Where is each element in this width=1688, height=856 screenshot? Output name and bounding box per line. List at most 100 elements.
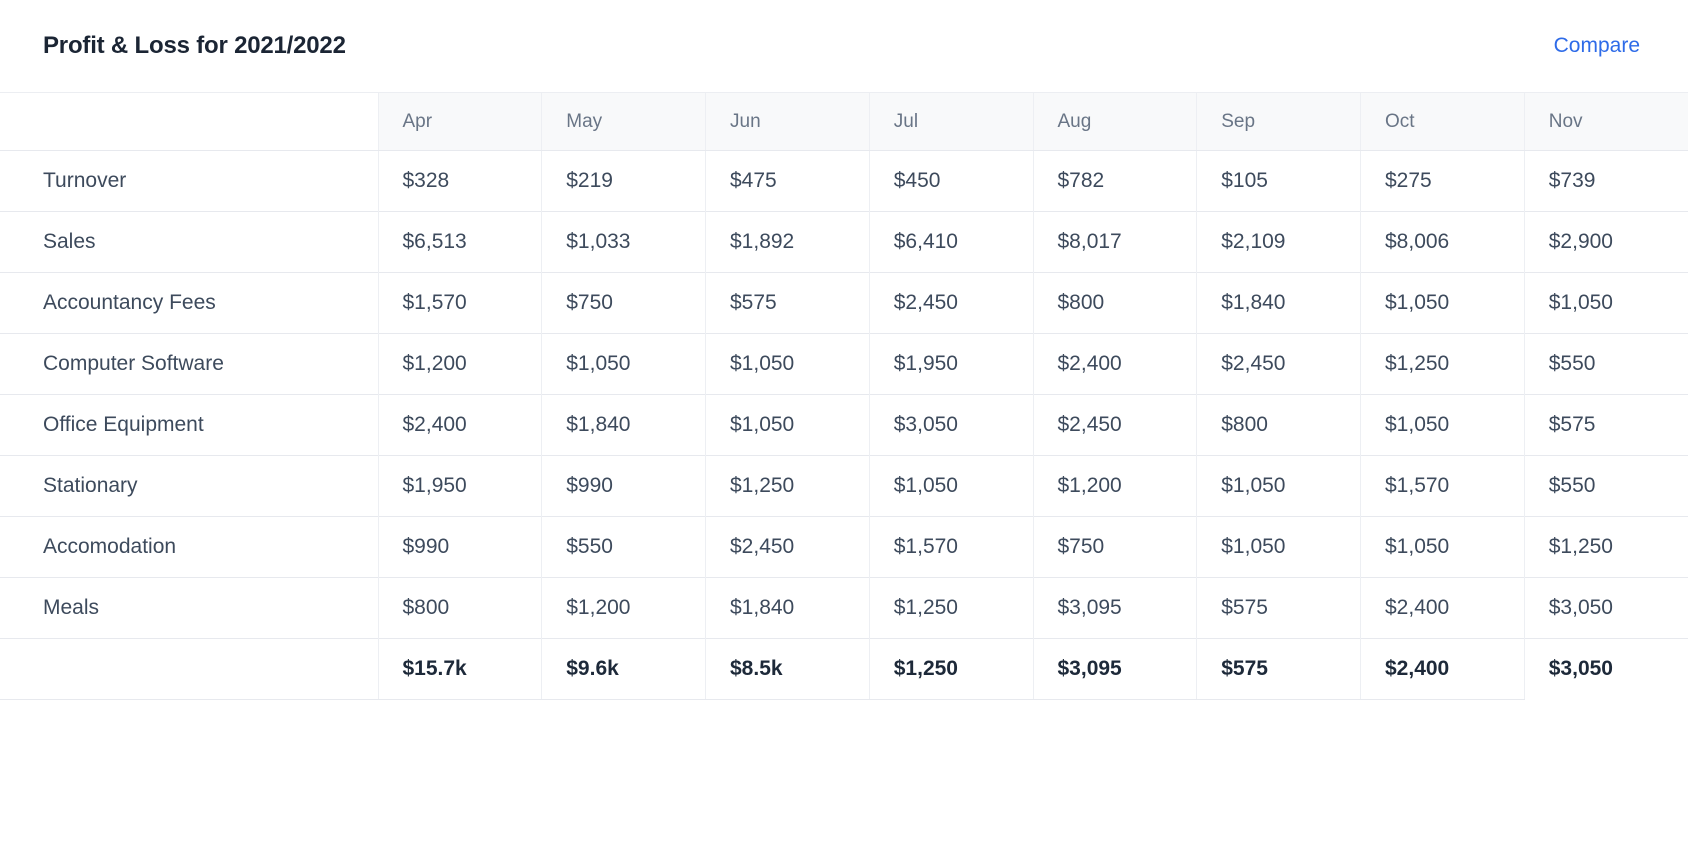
- row-label: Computer Software: [0, 333, 378, 395]
- month-header-may: May: [541, 92, 706, 151]
- cell-value: $990: [541, 455, 706, 517]
- cell-value: $1,050: [1196, 516, 1361, 578]
- cell-value: $2,450: [1196, 333, 1361, 395]
- cell-value: $1,570: [868, 516, 1033, 578]
- cell-value: $275: [1360, 150, 1525, 212]
- cell-value: $1,050: [868, 455, 1033, 517]
- row-label: Accountancy Fees: [0, 272, 378, 334]
- cell-value: $1,050: [1360, 394, 1525, 456]
- cell-value: $450: [868, 150, 1033, 212]
- cell-value: $1,050: [705, 394, 870, 456]
- cell-value: $750: [541, 272, 706, 334]
- cell-value: $105: [1196, 150, 1361, 212]
- cell-value: $2,450: [1032, 394, 1197, 456]
- cell-value: $1,840: [705, 577, 870, 639]
- cell-value: $1,033: [541, 211, 706, 273]
- cell-value: $2,450: [705, 516, 870, 578]
- row-label: Accomodation: [0, 516, 378, 578]
- totals-value: $3,050: [1523, 638, 1688, 700]
- cell-value: $1,250: [868, 577, 1033, 639]
- cell-value: $782: [1032, 150, 1197, 212]
- cell-value: $1,050: [1360, 516, 1525, 578]
- row-label: Office Equipment: [0, 394, 378, 456]
- cell-value: $1,200: [541, 577, 706, 639]
- month-header-oct: Oct: [1360, 92, 1525, 151]
- cell-value: $219: [541, 150, 706, 212]
- table-row-computer-software: Computer Software $1,200 $1,050 $1,050 $…: [0, 333, 1688, 395]
- page-header: Profit & Loss for 2021/2022 Compare: [0, 0, 1688, 92]
- row-label: Sales: [0, 211, 378, 273]
- cell-value: $550: [541, 516, 706, 578]
- table-row-accomodation: Accomodation $990 $550 $2,450 $1,570 $75…: [0, 516, 1688, 578]
- row-label-header-cell: [0, 92, 378, 151]
- compare-link[interactable]: Compare: [1553, 34, 1640, 57]
- table-row-sales: Sales $6,513 $1,033 $1,892 $6,410 $8,017…: [0, 211, 1688, 273]
- cell-value: $3,050: [1523, 577, 1688, 639]
- cell-value: $550: [1523, 333, 1688, 395]
- cell-value: $2,400: [377, 394, 542, 456]
- totals-value: $9.6k: [541, 638, 706, 700]
- cell-value: $1,570: [377, 272, 542, 334]
- cell-value: $575: [1523, 394, 1688, 456]
- table-row-totals: $15.7k $9.6k $8.5k $1,250 $3,095 $575 $2…: [0, 638, 1688, 700]
- table-row-stationary: Stationary $1,950 $990 $1,250 $1,050 $1,…: [0, 455, 1688, 517]
- cell-value: $800: [377, 577, 542, 639]
- table-row-office-equipment: Office Equipment $2,400 $1,840 $1,050 $3…: [0, 394, 1688, 456]
- cell-value: $3,050: [868, 394, 1033, 456]
- cell-value: $1,570: [1360, 455, 1525, 517]
- cell-value: $2,900: [1523, 211, 1688, 273]
- totals-label-cell: [0, 638, 378, 700]
- cell-value: $800: [1196, 394, 1361, 456]
- cell-value: $1,892: [705, 211, 870, 273]
- cell-value: $2,450: [868, 272, 1033, 334]
- month-header-apr: Apr: [377, 92, 542, 151]
- cell-value: $1,200: [1032, 455, 1197, 517]
- table-row-accountancy-fees: Accountancy Fees $1,570 $750 $575 $2,450…: [0, 272, 1688, 334]
- cell-value: $1,200: [377, 333, 542, 395]
- month-header-row: Apr May Jun Jul Aug Sep Oct Nov: [0, 92, 1688, 151]
- row-label: Meals: [0, 577, 378, 639]
- month-header-nov: Nov: [1523, 92, 1688, 151]
- cell-value: $575: [1196, 577, 1361, 639]
- month-header-jun: Jun: [705, 92, 870, 151]
- cell-value: $1,950: [377, 455, 542, 517]
- table-body: Turnover $328 $219 $475 $450 $782 $105 $…: [0, 150, 1688, 700]
- cell-value: $2,109: [1196, 211, 1361, 273]
- page-title: Profit & Loss for 2021/2022: [43, 32, 346, 59]
- totals-value: $2,400: [1360, 638, 1525, 700]
- month-header-sep: Sep: [1196, 92, 1361, 151]
- row-label: Stationary: [0, 455, 378, 517]
- totals-value: $575: [1196, 638, 1361, 700]
- cell-value: $6,410: [868, 211, 1033, 273]
- cell-value: $8,006: [1360, 211, 1525, 273]
- table-row-turnover: Turnover $328 $219 $475 $450 $782 $105 $…: [0, 150, 1688, 212]
- cell-value: $1,050: [705, 333, 870, 395]
- totals-value: $1,250: [868, 638, 1033, 700]
- cell-value: $800: [1032, 272, 1197, 334]
- cell-value: $750: [1032, 516, 1197, 578]
- totals-value: $3,095: [1032, 638, 1197, 700]
- cell-value: $2,400: [1360, 577, 1525, 639]
- cell-value: $6,513: [377, 211, 542, 273]
- cell-value: $1,050: [1360, 272, 1525, 334]
- cell-value: $575: [705, 272, 870, 334]
- cell-value: $990: [377, 516, 542, 578]
- cell-value: $3,095: [1032, 577, 1197, 639]
- cell-value: $1,250: [705, 455, 870, 517]
- cell-value: $475: [705, 150, 870, 212]
- cell-value: $1,840: [541, 394, 706, 456]
- cell-value: $1,950: [868, 333, 1033, 395]
- cell-value: $1,250: [1360, 333, 1525, 395]
- cell-value: $1,840: [1196, 272, 1361, 334]
- profit-loss-table: Apr May Jun Jul Aug Sep Oct Nov Turnover…: [0, 92, 1688, 700]
- cell-value: $1,250: [1523, 516, 1688, 578]
- cell-value: $739: [1523, 150, 1688, 212]
- month-header-aug: Aug: [1032, 92, 1197, 151]
- cell-value: $8,017: [1032, 211, 1197, 273]
- totals-value: $8.5k: [705, 638, 870, 700]
- totals-value: $15.7k: [377, 638, 542, 700]
- row-label: Turnover: [43, 169, 127, 192]
- cell-value: $2,400: [1032, 333, 1197, 395]
- cell-value: $550: [1523, 455, 1688, 517]
